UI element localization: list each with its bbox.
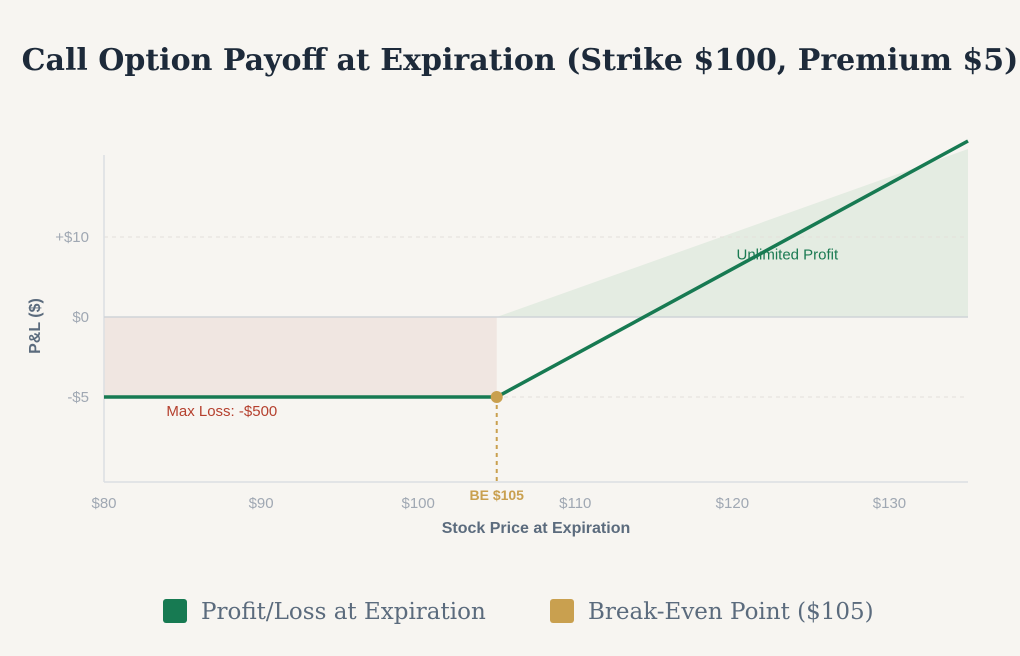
legend-swatch-0: [163, 599, 187, 623]
y-axis-label: P&L ($): [27, 298, 44, 354]
annotations-group: Max Loss: -$500 Unlimited Profit: [166, 246, 839, 420]
break-even-label: BE $105: [469, 487, 524, 503]
x-tick-label-3: $110: [559, 495, 591, 512]
x-tick-label-2: $100: [401, 495, 434, 512]
profit-zone: [496, 149, 968, 317]
marks-group: BE $105: [469, 391, 524, 503]
zones: [104, 149, 968, 397]
legend-label-1: Break-Even Point ($105): [588, 599, 874, 625]
x-axis-label: Stock Price at Expiration: [442, 520, 631, 537]
legend: Profit/Loss at Expiration Break-Even Poin…: [163, 599, 874, 625]
y-tick-label-0: +$10: [55, 229, 89, 246]
y-tick-label-2: -$5: [67, 389, 89, 406]
legend-swatch-1: [550, 599, 574, 623]
max-loss-annotation: Max Loss: -$500: [166, 403, 277, 420]
x-tick-label-0: $80: [91, 495, 116, 512]
x-tick-label-4: $120: [716, 495, 749, 512]
chart-title: Call Option Payoff at Expiration (Strike…: [22, 43, 1019, 78]
loss-zone: [104, 317, 497, 397]
x-tick-label-1: $90: [249, 495, 274, 512]
ticks-group: $80 $90 $100 $110 $120 $130 +$10 $0 -$5: [55, 229, 906, 512]
y-tick-label-1: $0: [72, 309, 89, 326]
legend-label-0: Profit/Loss at Expiration: [201, 599, 486, 625]
x-tick-label-5: $130: [873, 495, 906, 512]
unlimited-profit-annotation: Unlimited Profit: [736, 246, 839, 263]
break-even-point: [490, 391, 503, 403]
axes: [103, 155, 968, 483]
